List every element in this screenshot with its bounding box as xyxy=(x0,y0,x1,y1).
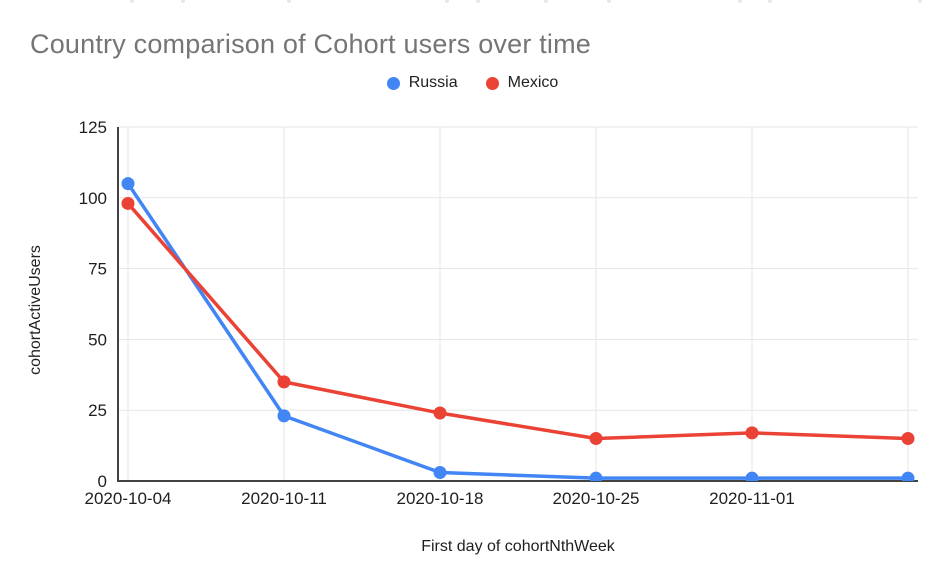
axis-lines xyxy=(117,127,918,482)
cropped-text-mark xyxy=(607,0,611,3)
x-tick-label-3: 2020-10-25 xyxy=(553,489,640,508)
x-tick-label-1: 2020-10-11 xyxy=(241,489,327,508)
chart-title: Country comparison of Cohort users over … xyxy=(30,29,592,59)
cropped-text-mark xyxy=(130,0,134,3)
cropped-text-mark xyxy=(738,0,742,3)
data-point-mexico-5 xyxy=(901,432,915,446)
x-tick-label-2: 2020-10-18 xyxy=(397,489,484,508)
x-tick-label-4: 2020-11-01 xyxy=(709,489,795,508)
data-point-russia-4 xyxy=(745,471,759,481)
tick-labels: 0 25 50 75 100 125 2020-10-04 2020-10-11 2020-10… xyxy=(79,118,795,508)
data-series xyxy=(121,177,915,481)
legend-label: Russia xyxy=(408,74,458,91)
data-point-mexico-3 xyxy=(589,432,603,446)
data-point-russia-3 xyxy=(589,471,603,481)
x-axis-title: First day of cohortNthWeek xyxy=(421,538,616,555)
data-point-mexico-1 xyxy=(277,375,291,389)
data-point-mexico-0 xyxy=(121,196,135,210)
legend-dot-mexico xyxy=(485,76,499,90)
legend-item-mexico: Mexico xyxy=(485,74,559,92)
y-tick-label-50: 50 xyxy=(88,330,107,349)
data-point-russia-5 xyxy=(901,471,915,481)
series-line-mexico xyxy=(126,201,910,441)
cropped-text-mark xyxy=(287,0,291,3)
cropped-text-mark xyxy=(181,0,185,3)
legend-dot-russia xyxy=(386,76,400,90)
data-point-mexico-2 xyxy=(433,406,447,420)
x-tick-label-0: 2020-10-04 xyxy=(85,489,172,508)
chart-legend: Russia Mexico xyxy=(0,74,945,92)
gridlines xyxy=(118,126,918,481)
legend-item-russia: Russia xyxy=(386,74,458,92)
data-point-russia-0 xyxy=(121,177,135,191)
y-axis-title: cohortActiveUsers xyxy=(27,245,44,375)
cropped-text-mark xyxy=(476,0,480,3)
data-point-mexico-4 xyxy=(745,426,759,440)
cropped-text-mark xyxy=(544,0,548,3)
y-tick-label-0: 0 xyxy=(98,472,107,491)
y-tick-label-75: 75 xyxy=(88,260,107,279)
series-line-russia xyxy=(126,181,910,480)
y-tick-label-125: 125 xyxy=(79,118,107,137)
cropped-text-mark xyxy=(445,0,449,3)
data-point-russia-1 xyxy=(277,409,291,423)
data-point-russia-2 xyxy=(433,466,447,480)
cropped-text-mark xyxy=(918,0,922,3)
cropped-text-mark xyxy=(768,0,772,3)
y-tick-label-25: 25 xyxy=(88,401,107,420)
y-tick-label-100: 100 xyxy=(79,189,107,208)
legend-label: Mexico xyxy=(507,74,559,91)
